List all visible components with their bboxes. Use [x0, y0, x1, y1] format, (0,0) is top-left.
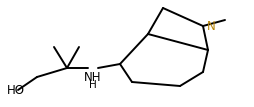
Text: N: N	[207, 19, 216, 33]
Text: HO: HO	[7, 83, 25, 97]
Text: NH: NH	[84, 71, 102, 84]
Text: H: H	[89, 80, 97, 90]
